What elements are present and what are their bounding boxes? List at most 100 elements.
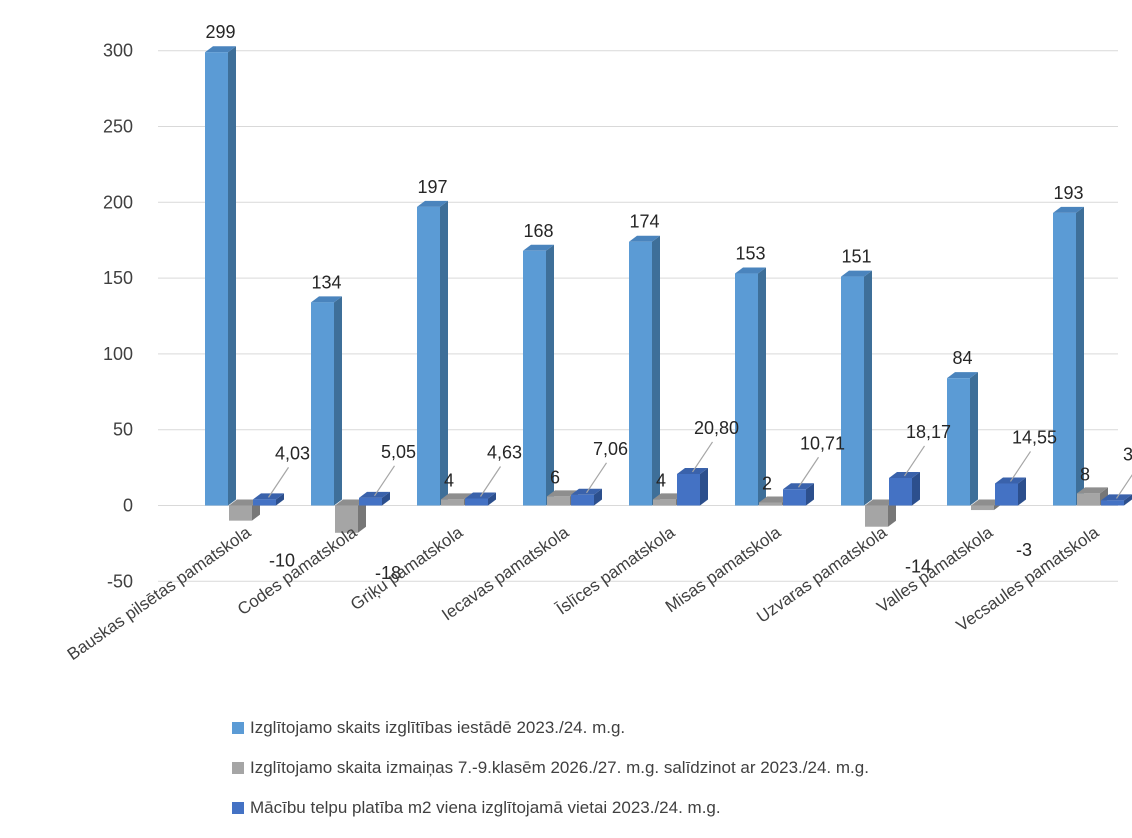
bar-series-1-top: [523, 244, 554, 251]
data-label-series-3: 18,17: [906, 422, 951, 442]
bar-series-1: [841, 270, 872, 506]
bar-series-2-front: [441, 499, 464, 506]
data-label-series-1: 151: [841, 247, 871, 267]
bar-series-1-front: [311, 302, 334, 506]
bar-series-3-side: [912, 471, 920, 506]
data-labels: 299 -10 4,03 134 -18 5,05 197 4 4,63 168 6 7,06 174 4…: [205, 22, 1132, 583]
bar-series-2-top: [1077, 487, 1108, 494]
bar-series-2-front: [971, 505, 994, 511]
bar-series-1-front: [735, 273, 758, 506]
bar-series-1-side: [546, 244, 554, 506]
data-label-series-1: 299: [205, 22, 235, 42]
bar-series-2-front: [335, 505, 358, 533]
data-label-series-1: 197: [417, 177, 447, 197]
bar-series-2-top: [547, 490, 578, 497]
bar-series-3-front: [359, 497, 382, 506]
bar-series-2-top: [653, 493, 684, 500]
bar-series-1: [523, 244, 554, 506]
bar-series-2-front: [229, 505, 252, 521]
data-label-leader: [904, 445, 925, 477]
bar-series-3-front: [889, 477, 912, 506]
bar-series-1: [417, 200, 448, 506]
bar-series-1-side: [864, 270, 872, 506]
y-tick-label: 300: [103, 41, 133, 61]
data-label-leader: [1116, 474, 1132, 499]
bar-series-3-side: [488, 492, 496, 506]
data-label-series-3: 7,06: [593, 439, 628, 459]
y-axis-tick-labels: -50 0 50 100 150 200 250 300: [103, 41, 133, 592]
legend-item-series-3: Mācību telpu platība m2 viena izglītojam…: [232, 788, 869, 828]
x-category-label: Bauskas pilsētas pamatskola: [64, 522, 255, 664]
bar-series-2-front: [547, 496, 570, 506]
bar-series-1: [1053, 206, 1084, 506]
bar-series-1-top: [417, 200, 448, 207]
category-group: [311, 296, 390, 533]
bar-series-3-front: [995, 483, 1018, 506]
bar-series-3-side: [1124, 494, 1132, 506]
data-label-series-3: 10,71: [800, 433, 845, 453]
bar-series-2-front: [865, 505, 888, 527]
data-label-series-1: 153: [735, 244, 765, 264]
bar-series-2-top: [441, 493, 472, 500]
bar-series-2-front: [653, 499, 676, 506]
bar-series-3-side: [382, 491, 390, 506]
y-tick-label: 100: [103, 344, 133, 364]
legend-label-series-3: Mācību telpu platība m2 viena izglītojam…: [250, 798, 721, 817]
bar-series-1-front: [841, 276, 864, 506]
bar-series-1-front: [947, 378, 970, 506]
bar-series-3: [889, 471, 920, 506]
bar-series-2-side: [888, 499, 896, 527]
data-label-series-3: 4,03: [275, 443, 310, 463]
y-tick-label: 200: [103, 192, 133, 212]
bar-series-1: [311, 296, 342, 506]
bar-series-2-top: [335, 499, 366, 506]
bar-series-3-front: [677, 473, 700, 506]
data-label-series-3: 3,36: [1123, 444, 1132, 464]
bar-series-1-top: [205, 46, 236, 53]
legend-label-series-1: Izglītojamo skaits izglītības iestādē 20…: [250, 718, 626, 737]
data-label-series-2: -3: [1016, 540, 1032, 560]
legend-swatch-series-2: [232, 762, 244, 774]
bar-series-1-side: [652, 235, 660, 506]
bar-series-3-front: [253, 499, 276, 506]
bar-series-1-top: [1053, 206, 1084, 213]
bar-series-1-side: [1076, 206, 1084, 506]
data-label-series-1: 168: [523, 221, 553, 241]
legend-swatch-series-3: [232, 802, 244, 814]
data-label-series-3: 14,55: [1012, 427, 1057, 447]
bar-series-1-side: [758, 267, 766, 506]
legend-item-series-2: Izglītojamo skaita izmaiņas 7.-9.klasēm …: [232, 748, 869, 788]
bar-series-3-side: [700, 467, 708, 506]
y-tick-label: -50: [107, 571, 133, 591]
y-tick-label: 150: [103, 268, 133, 288]
bar-series-1-front: [417, 206, 440, 506]
bar-series-1-side: [970, 372, 978, 506]
data-label-series-1: 84: [952, 348, 972, 368]
bar-series-1-top: [311, 296, 342, 303]
bar-series-1: [735, 267, 766, 506]
y-tick-label: 0: [123, 496, 133, 516]
data-label-leader: [692, 441, 713, 473]
chart-legend: Izglītojamo skaits izglītības iestādē 20…: [232, 708, 869, 828]
category-group: [735, 267, 814, 506]
bar-series-1-front: [1053, 212, 1076, 506]
data-label-leader: [480, 466, 501, 497]
bar-series-1-top: [629, 235, 660, 242]
bar-series-1-front: [523, 250, 546, 506]
data-label-leader: [268, 467, 289, 498]
bar-series-1-front: [629, 241, 652, 506]
bar-series-1-front: [205, 52, 228, 506]
bars: [205, 46, 1132, 533]
bar-series-2-side: [358, 499, 366, 533]
bar-series-1: [629, 235, 660, 506]
category-group: [417, 200, 496, 506]
bar-series-3: [677, 467, 708, 506]
category-group: [841, 270, 920, 527]
data-label-series-2: 8: [1080, 464, 1090, 484]
data-label-series-3: 4,63: [487, 442, 522, 462]
bar-series-1-side: [228, 46, 236, 506]
bar-series-3-front: [1101, 500, 1124, 506]
y-tick-label: 250: [103, 117, 133, 137]
category-group: [205, 46, 284, 521]
